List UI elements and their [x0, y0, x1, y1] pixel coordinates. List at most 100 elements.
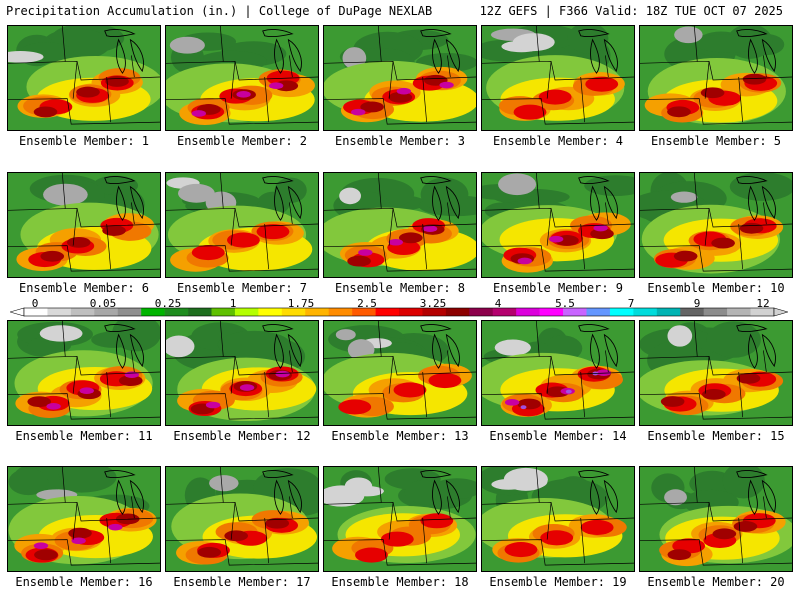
great-lakes-shoreline [420, 176, 460, 221]
state-borders [8, 173, 160, 272]
colorbar-swatch [469, 308, 494, 316]
state-borders [8, 321, 160, 420]
ensemble-member-label-4: Ensemble Member: 4 [492, 134, 624, 148]
colorbar-tick: 0 [31, 297, 39, 310]
colorbar-swatch [727, 308, 751, 316]
colorbar-swatch [656, 308, 681, 316]
colorbar-swatch [633, 308, 658, 316]
great-lakes-shoreline [420, 470, 460, 515]
great-lakes-shoreline [736, 29, 776, 74]
colorbar-swatch [281, 308, 306, 316]
colorbar-swatch [305, 308, 329, 316]
great-lakes-shoreline [104, 470, 144, 515]
colorbar-tick: 0.05 [89, 297, 117, 310]
state-borders [324, 173, 476, 272]
state-borders [640, 173, 792, 272]
colorbar-swatch [47, 308, 72, 316]
state-borders [482, 321, 634, 420]
colorbar-swatch [117, 308, 142, 316]
colorbar-swatch [680, 308, 704, 316]
great-lakes-shoreline [578, 29, 618, 74]
precip-colorbar [10, 307, 788, 317]
model-valid-time: 12Z GEFS | F366 Valid: 18Z TUE OCT 07 20… [479, 4, 783, 18]
colorbar-tick: 12 [756, 297, 770, 310]
ensemble-member-map-20 [639, 466, 793, 572]
ensemble-member-label-2: Ensemble Member: 2 [176, 134, 308, 148]
colorbar-swatch [563, 308, 587, 316]
ensemble-member-map-15 [639, 320, 793, 426]
ensemble-member-map-12 [165, 320, 319, 426]
colorbar-swatch [234, 308, 259, 316]
ensemble-member-map-10 [639, 172, 793, 278]
ensemble-member-map-19 [481, 466, 635, 572]
colorbar-tick: 0.25 [154, 297, 182, 310]
ensemble-member-label-18: Ensemble Member: 18 [331, 575, 469, 589]
colorbar-swatch [445, 308, 470, 316]
colorbar-swatch [539, 308, 564, 316]
great-lakes-shoreline [420, 29, 460, 74]
state-borders [640, 26, 792, 125]
colorbar-tick: 3.25 [419, 297, 447, 310]
colorbar-swatch [211, 308, 236, 316]
ensemble-member-label-3: Ensemble Member: 3 [334, 134, 466, 148]
ensemble-member-label-15: Ensemble Member: 15 [647, 429, 785, 443]
ensemble-member-map-8 [323, 172, 477, 278]
state-borders [8, 26, 160, 125]
great-lakes-shoreline [104, 324, 144, 369]
ensemble-member-map-4 [481, 25, 635, 131]
state-borders [324, 321, 476, 420]
colorbar-swatch [703, 308, 728, 316]
ensemble-member-label-13: Ensemble Member: 13 [331, 429, 469, 443]
colorbar-swatch [164, 308, 189, 316]
state-borders [324, 26, 476, 125]
ensemble-member-map-5 [639, 25, 793, 131]
colorbar-swatch [258, 308, 283, 316]
ensemble-member-label-1: Ensemble Member: 1 [18, 134, 150, 148]
colorbar-swatch [141, 308, 165, 316]
colorbar-swatch [70, 308, 95, 316]
great-lakes-shoreline [578, 324, 618, 369]
ensemble-member-label-5: Ensemble Member: 5 [650, 134, 782, 148]
state-borders [482, 467, 634, 566]
great-lakes-shoreline [262, 176, 302, 221]
state-borders [166, 173, 318, 272]
colorbar-swatch [24, 308, 48, 316]
ensemble-member-label-8: Ensemble Member: 8 [334, 281, 466, 295]
map-title: Precipitation Accumulation (in.) | Colle… [6, 4, 433, 18]
state-borders [166, 26, 318, 125]
ensemble-member-map-11 [7, 320, 161, 426]
great-lakes-shoreline [736, 470, 776, 515]
colorbar-swatch [188, 308, 212, 316]
colorbar-tick: 4 [494, 297, 502, 310]
ensemble-member-label-7: Ensemble Member: 7 [176, 281, 308, 295]
great-lakes-shoreline [262, 324, 302, 369]
colorbar-swatch [94, 308, 119, 316]
ensemble-member-label-10: Ensemble Member: 10 [647, 281, 785, 295]
colorbar-swatch [492, 308, 517, 316]
ensemble-member-label-12: Ensemble Member: 12 [173, 429, 311, 443]
colorbar-tick: 1 [229, 297, 237, 310]
colorbar-swatch [375, 308, 400, 316]
ensemble-member-map-16 [7, 466, 161, 572]
colorbar-swatch [609, 308, 634, 316]
ensemble-member-label-20: Ensemble Member: 20 [647, 575, 785, 589]
colorbar-tick: 5.5 [555, 297, 575, 310]
ensemble-member-map-18 [323, 466, 477, 572]
great-lakes-shoreline [578, 470, 618, 515]
great-lakes-shoreline [578, 176, 618, 221]
colorbar-swatch [352, 308, 376, 316]
colorbar-swatch [422, 308, 447, 316]
ensemble-member-label-11: Ensemble Member: 11 [15, 429, 153, 443]
ensemble-member-label-16: Ensemble Member: 16 [15, 575, 153, 589]
great-lakes-shoreline [104, 29, 144, 74]
colorbar-tick: 2.5 [357, 297, 377, 310]
state-borders [482, 173, 634, 272]
great-lakes-shoreline [736, 324, 776, 369]
colorbar-swatch [516, 308, 540, 316]
ensemble-member-map-9 [481, 172, 635, 278]
colorbar-tick: 9 [693, 297, 701, 310]
great-lakes-shoreline [104, 176, 144, 221]
great-lakes-shoreline [420, 324, 460, 369]
state-borders [166, 321, 318, 420]
ensemble-member-map-13 [323, 320, 477, 426]
